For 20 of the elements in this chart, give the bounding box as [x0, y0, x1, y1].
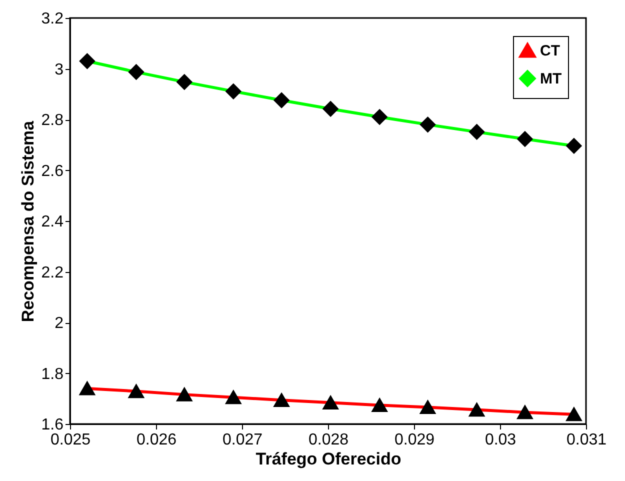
x-tick-label: 0.025: [50, 432, 91, 448]
y-tick-label: 2: [54, 315, 64, 332]
y-tick-label: 3.2: [41, 10, 64, 28]
legend-label: MT: [540, 70, 562, 88]
y-tick-label: 2.6: [41, 162, 64, 180]
x-tick-label: 0.031: [566, 432, 607, 448]
y-tick-label: 2.2: [41, 264, 64, 282]
y-tick-label: 1.6: [41, 416, 64, 434]
x-tick-label: 0.026: [136, 432, 177, 448]
x-tick-label: 0.029: [394, 432, 435, 448]
x-tick-label: 0.03: [484, 432, 516, 448]
y-tick-label: 3: [54, 61, 64, 78]
x-tick-label: 0.028: [308, 432, 349, 448]
y-tick-label: 2.8: [41, 112, 64, 129]
x-tick-label: 0.027: [222, 432, 263, 448]
y-tick-label: 1.8: [41, 366, 64, 383]
legend-label: CT: [540, 42, 560, 60]
y-axis-title: Recompensa do Sistema: [18, 120, 38, 322]
x-axis-title: Tráfego Oferecido: [256, 450, 402, 468]
y-tick-label: 2.4: [41, 214, 64, 230]
